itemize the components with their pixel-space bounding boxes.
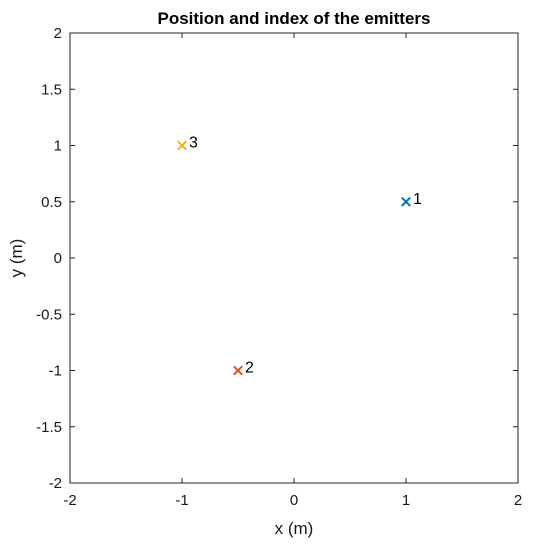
y-tick-label: -2 xyxy=(49,475,62,492)
emitter-point-1: 1 xyxy=(401,191,422,208)
emitter-index-label: 3 xyxy=(189,135,198,152)
y-tick-label: -1.5 xyxy=(36,419,62,436)
y-axis-ticks: 2 1.5 1 0.5 0 -0.5 -1 -1.5 -2 xyxy=(36,25,518,492)
y-tick-label: 0 xyxy=(54,250,62,267)
y-tick-label: -0.5 xyxy=(36,306,62,323)
data-points: 1 2 3 xyxy=(177,135,422,377)
y-axis-label: y (m) xyxy=(7,239,26,278)
x-tick-label: -1 xyxy=(175,492,188,509)
x-marker-stroke xyxy=(177,140,187,151)
x-tick-label: -2 xyxy=(63,492,76,509)
emitter-point-3: 3 xyxy=(177,135,198,152)
x-marker-stroke xyxy=(401,196,411,207)
emitter-point-2: 2 xyxy=(233,360,254,377)
chart-title: Position and index of the emitters xyxy=(158,9,431,28)
plot-area xyxy=(69,32,519,484)
x-tick-label: 0 xyxy=(290,492,298,509)
emitter-index-label: 1 xyxy=(413,191,422,208)
x-axis-label: x (m) xyxy=(275,519,314,538)
x-tick-label: 2 xyxy=(514,492,522,509)
y-tick-label: 1.5 xyxy=(41,81,62,98)
x-marker-stroke xyxy=(233,365,243,376)
emitter-index-label: 2 xyxy=(245,360,254,377)
y-tick-label: 1 xyxy=(54,138,62,155)
x-tick-label: 1 xyxy=(402,492,410,509)
y-tick-label: 0.5 xyxy=(41,194,62,211)
x-axis-ticks: -2 -1 0 1 2 xyxy=(63,33,522,509)
y-tick-label: -1 xyxy=(49,363,62,380)
y-tick-label: 2 xyxy=(54,25,62,42)
